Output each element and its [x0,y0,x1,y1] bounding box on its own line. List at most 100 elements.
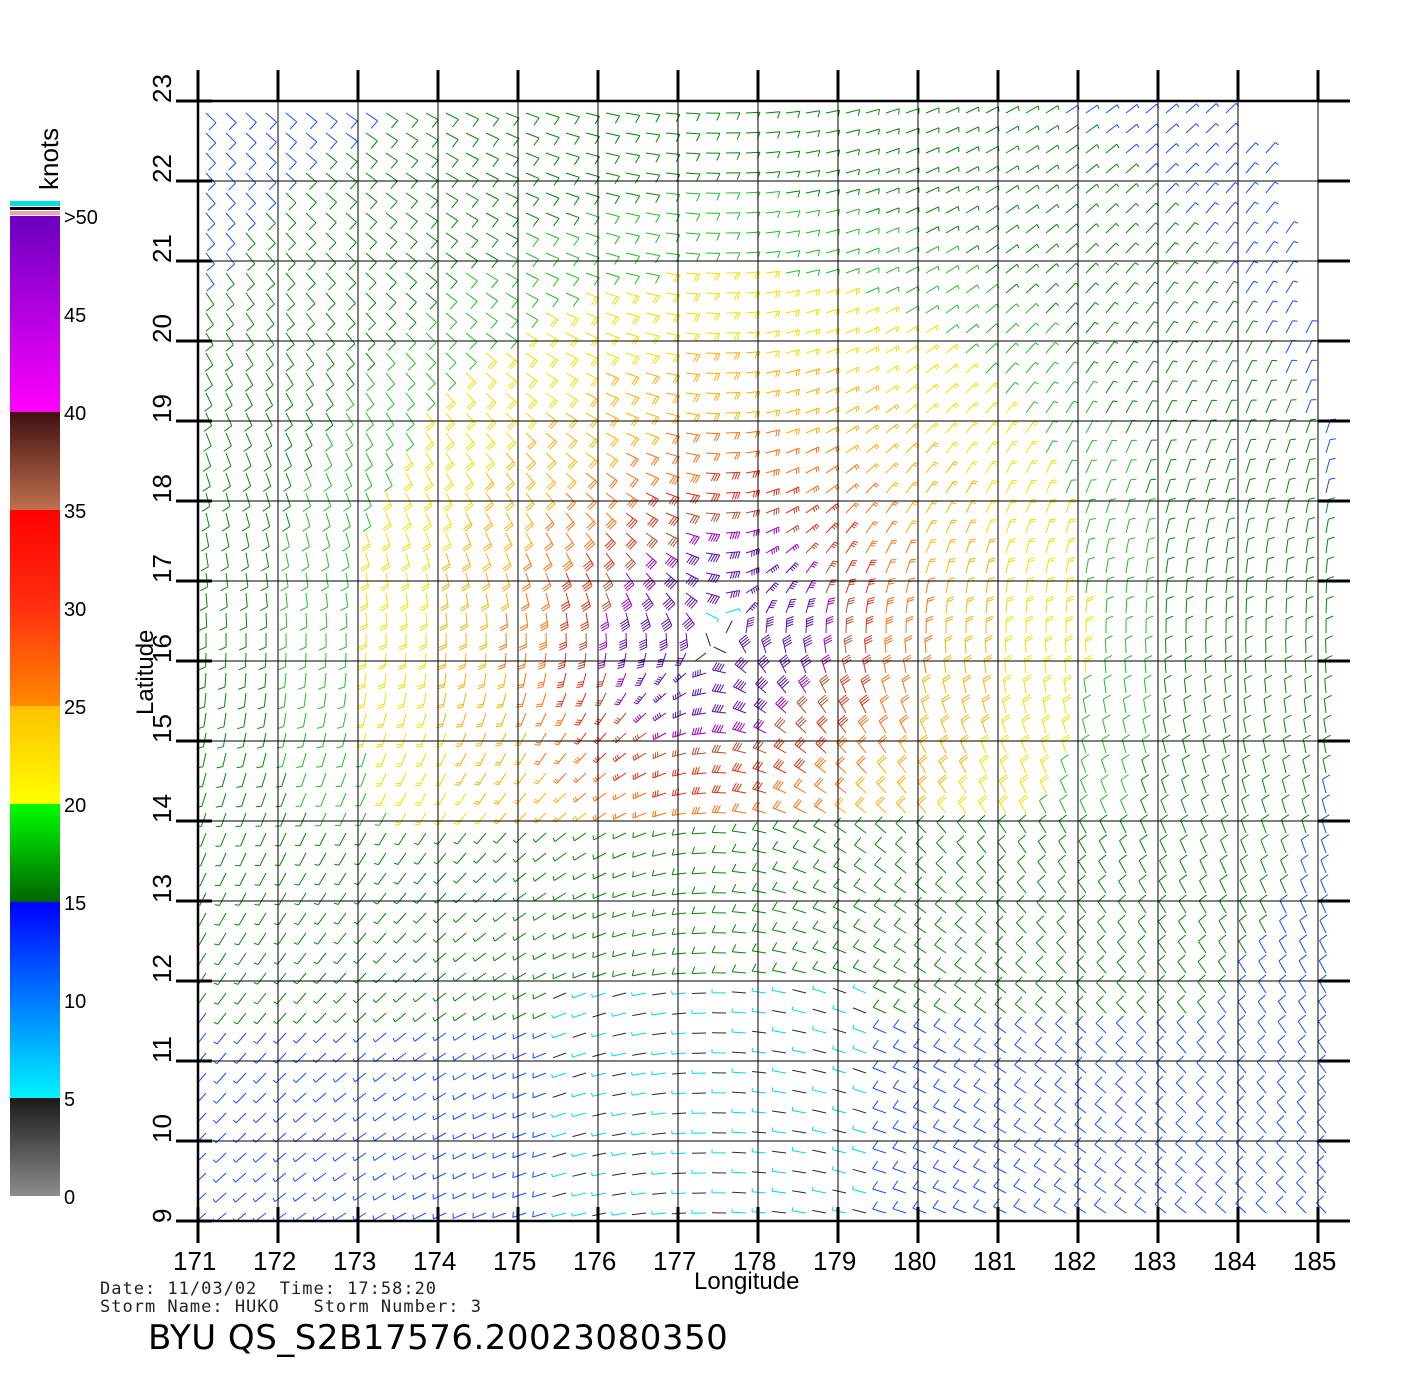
wind-barb [785,486,800,495]
wind-barb [1078,814,1088,834]
wind-barb [725,352,741,360]
wind-barb [432,972,447,983]
wind-barb [365,352,376,371]
wind-barb [1165,261,1179,274]
wind-barb [785,349,801,357]
wind-barb [1045,381,1059,394]
wind-barb [805,446,820,454]
wind-barb [482,532,493,552]
wind-barb [1003,654,1013,674]
lon-tick-label: 185 [1293,1246,1336,1276]
wind-barb [805,209,821,217]
wind-barb [1145,261,1159,274]
wind-barb [1285,240,1299,254]
wind-barb [492,1172,507,1179]
wind-barb [344,432,354,452]
wind-barb [1162,714,1171,734]
wind-barb [1325,556,1335,574]
wind-barb [1245,399,1257,414]
wind-barb [805,328,820,336]
wind-barb [985,596,995,614]
wind-barb [1225,280,1239,294]
wind-barb [1275,1175,1287,1194]
wind-barb [477,672,487,690]
wind-barb [1265,536,1275,554]
wind-barb [1115,1076,1127,1094]
wind-barb [1196,1015,1207,1034]
wind-barb [332,992,347,1004]
wind-barb [773,738,787,754]
wind-barb [241,512,251,532]
wind-barb [353,912,367,925]
wind-barb [312,1152,327,1162]
wind-barb [1245,536,1255,554]
wind-barb [591,1072,607,1077]
wind-barb [1005,283,1020,294]
wind-barb [478,652,487,670]
wind-barb [1139,834,1148,854]
wind-barb [198,892,207,906]
wind-barb [893,958,907,974]
wind-barb [605,132,621,144]
wind-barb [765,171,781,179]
wind-barb [221,512,230,532]
wind-barb [1074,1076,1087,1094]
wind-barb [837,714,849,734]
wind-barb [445,132,459,148]
wind-barb [1205,595,1214,614]
wind-barb [852,1024,867,1034]
wind-barb [993,1138,1007,1154]
wind-barb [335,792,347,807]
wind-barb [938,754,949,774]
wind-barb [605,472,618,489]
wind-barb [303,472,312,492]
wind-barb [814,777,827,794]
wind-barb [865,615,874,634]
wind-barb [960,714,970,734]
wind-barb [1065,557,1076,574]
wind-barb [485,132,500,147]
wind-barb [572,792,587,803]
wind-barb [1285,399,1297,414]
wind-barb [944,635,953,654]
wind-barb [372,1192,387,1201]
wind-barb [632,851,647,858]
wind-barb [332,1172,347,1182]
wind-barb [1054,1036,1067,1054]
wind-barb [896,795,907,814]
wind-barb [503,512,514,532]
wind-barb [305,372,315,392]
wind-barb [612,1032,627,1037]
wind-barb [425,212,438,229]
wind-barb [1175,1156,1187,1174]
wind-barb [805,169,821,177]
wind-barb [765,270,781,279]
wind-barb [244,412,253,432]
wind-barb [345,152,358,170]
wind-barb [1236,1034,1247,1054]
wind-barb [1265,320,1278,334]
wind-barb [1285,300,1298,314]
wind-barb [873,958,887,974]
wind-barb [751,902,767,914]
wind-barb [771,1087,787,1094]
wind-barb [202,452,212,472]
wind-barb [1245,181,1259,194]
wind-barb [225,192,236,211]
wind-barb [605,152,621,164]
wind-barb [445,112,459,128]
wind-barb [731,1168,747,1174]
wind-barb [340,592,349,612]
wind-barb [385,272,397,290]
wind-barb [1245,635,1253,654]
wind-barb [1082,694,1091,714]
wind-barb [279,612,288,631]
wind-barb [933,1038,947,1054]
wind-barb [932,1179,947,1194]
wind-barb [384,452,394,472]
wind-barb [205,152,216,171]
wind-barb [393,892,407,905]
wind-barb [671,788,687,797]
wind-barb [1325,477,1336,494]
wind-barb [953,1098,967,1114]
